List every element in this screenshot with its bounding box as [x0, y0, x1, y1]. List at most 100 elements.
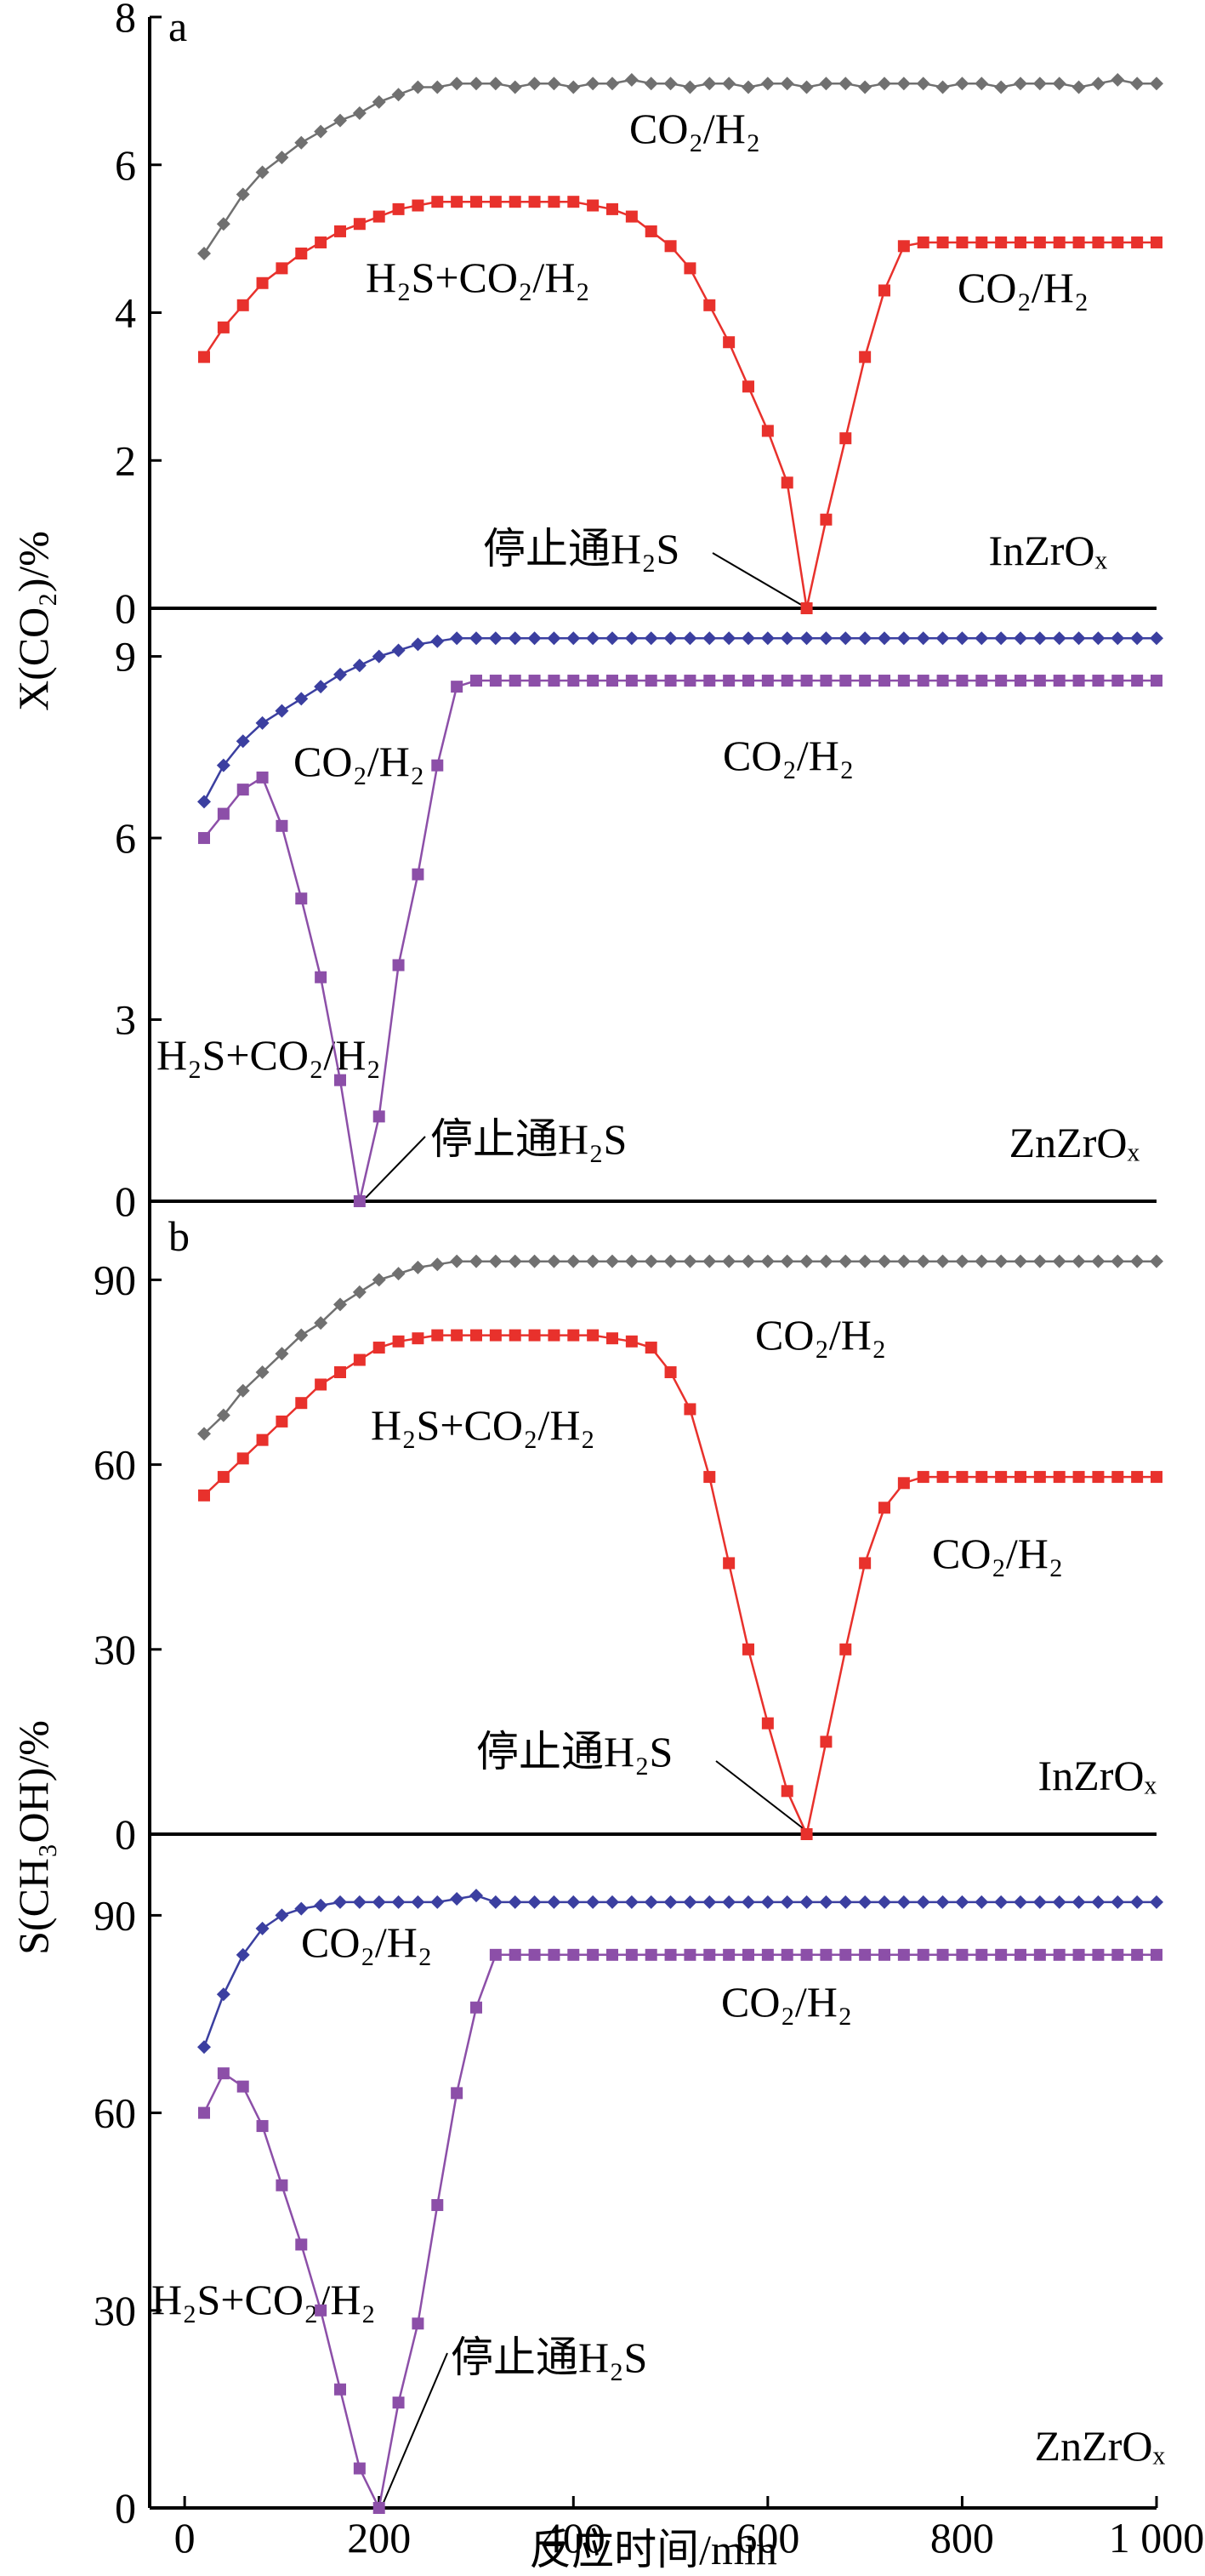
point-2-0-36	[896, 1254, 911, 1268]
point-0-1-37	[917, 236, 929, 248]
point-1-0-2	[236, 734, 250, 749]
point-1-0-10	[391, 643, 406, 658]
point-2-0-20	[586, 1254, 600, 1268]
y-tick-label-0-1: 2	[115, 436, 136, 484]
point-0-1-9	[372, 210, 385, 223]
point-3-0-14	[469, 1889, 483, 1903]
point-2-1-18	[548, 1329, 560, 1342]
point-1-0-12	[430, 634, 445, 648]
point-1-1-24	[664, 675, 677, 687]
point-3-0-19	[566, 1895, 581, 1909]
point-3-1-49	[1151, 1948, 1162, 1961]
point-1-1-11	[412, 868, 424, 881]
point-2-0-23	[644, 1254, 658, 1268]
point-2-1-43	[1033, 1471, 1046, 1484]
point-3-0-6	[314, 1898, 328, 1912]
annot-b2-co2h2-blue: CO₂/H₂	[301, 1918, 432, 1966]
point-0-1-21	[606, 202, 618, 215]
point-1-1-48	[1131, 675, 1144, 687]
point-1-0-28	[742, 631, 755, 646]
point-3-1-8	[353, 2462, 366, 2475]
point-3-1-31	[800, 1948, 813, 1961]
point-0-1-19	[567, 196, 580, 208]
point-2-0-47	[1111, 1254, 1125, 1268]
point-2-0-18	[547, 1254, 561, 1268]
point-2-1-3	[256, 1433, 269, 1446]
point-0-1-41	[995, 236, 1008, 248]
point-3-1-25	[684, 1948, 696, 1961]
point-1-1-27	[723, 675, 736, 687]
point-1-1-42	[1015, 675, 1026, 687]
point-3-0-45	[1071, 1895, 1086, 1909]
point-0-1-34	[859, 350, 872, 363]
point-3-1-21	[606, 1948, 618, 1961]
point-0-1-6	[315, 236, 327, 248]
point-2-1-0	[198, 1489, 210, 1502]
point-0-1-23	[645, 225, 657, 237]
point-0-0-23	[644, 77, 658, 91]
point-1-0-40	[975, 631, 989, 646]
point-1-1-10	[392, 959, 405, 972]
point-1-1-8	[353, 1195, 366, 1207]
point-1-1-2	[236, 784, 249, 796]
point-2-0-38	[935, 1254, 950, 1268]
point-3-1-0	[198, 2106, 210, 2119]
point-2-1-34	[859, 1557, 872, 1570]
point-2-1-45	[1072, 1471, 1085, 1484]
point-1-1-16	[509, 675, 521, 687]
point-1-1-37	[917, 675, 929, 687]
point-3-0-4	[275, 1908, 289, 1923]
point-3-1-14	[470, 2001, 482, 2014]
point-0-1-18	[548, 196, 560, 208]
point-0-0-31	[799, 80, 814, 94]
point-3-0-12	[430, 1895, 445, 1909]
point-3-1-4	[276, 2179, 288, 2191]
point-3-1-34	[859, 1948, 872, 1961]
point-0-1-29	[761, 425, 774, 437]
point-1-0-33	[838, 631, 853, 646]
y-tick-label-2-0: 0	[115, 1810, 136, 1858]
point-3-1-17	[528, 1948, 541, 1961]
point-1-0-16	[508, 631, 522, 646]
point-3-1-18	[548, 1948, 560, 1961]
point-2-1-42	[1015, 1471, 1026, 1484]
point-3-0-17	[527, 1895, 542, 1909]
point-0-0-45	[1071, 80, 1086, 94]
annot-a1-stop: 停止通H₂S	[483, 525, 679, 573]
point-2-1-44	[1053, 1471, 1066, 1484]
point-1-0-49	[1150, 631, 1163, 646]
point-2-0-15	[488, 1254, 503, 1268]
y-tick-label-0-3: 6	[115, 141, 136, 189]
point-2-0-13	[450, 1254, 464, 1268]
point-3-0-31	[799, 1895, 814, 1909]
point-2-0-14	[469, 1254, 483, 1268]
point-0-0-30	[780, 77, 794, 91]
point-1-0-31	[799, 631, 814, 646]
point-0-0-26	[702, 77, 717, 91]
point-1-0-48	[1130, 631, 1145, 646]
y-tick-label-1-2: 6	[115, 814, 136, 862]
point-1-1-6	[315, 971, 327, 983]
point-0-1-33	[839, 432, 852, 445]
point-1-1-41	[995, 675, 1008, 687]
point-0-1-12	[431, 196, 444, 208]
point-1-1-14	[470, 675, 482, 687]
point-0-1-16	[509, 196, 521, 208]
point-1-0-9	[372, 649, 386, 664]
point-0-1-44	[1053, 236, 1066, 248]
point-1-1-47	[1111, 675, 1124, 687]
x-axis-title: 反应时间/min	[529, 2526, 777, 2573]
x-tick-label-0: 0	[174, 2514, 196, 2562]
point-3-0-34	[858, 1895, 872, 1909]
point-0-1-14	[470, 196, 482, 208]
point-3-0-29	[760, 1895, 775, 1909]
point-1-1-29	[761, 675, 774, 687]
point-1-0-18	[547, 631, 561, 646]
point-3-1-30	[781, 1948, 793, 1961]
point-1-0-0	[197, 795, 211, 809]
point-0-1-3	[256, 276, 269, 289]
point-3-1-29	[761, 1948, 774, 1961]
point-0-1-10	[392, 202, 405, 215]
point-1-1-21	[606, 675, 618, 687]
point-1-0-22	[624, 631, 639, 646]
